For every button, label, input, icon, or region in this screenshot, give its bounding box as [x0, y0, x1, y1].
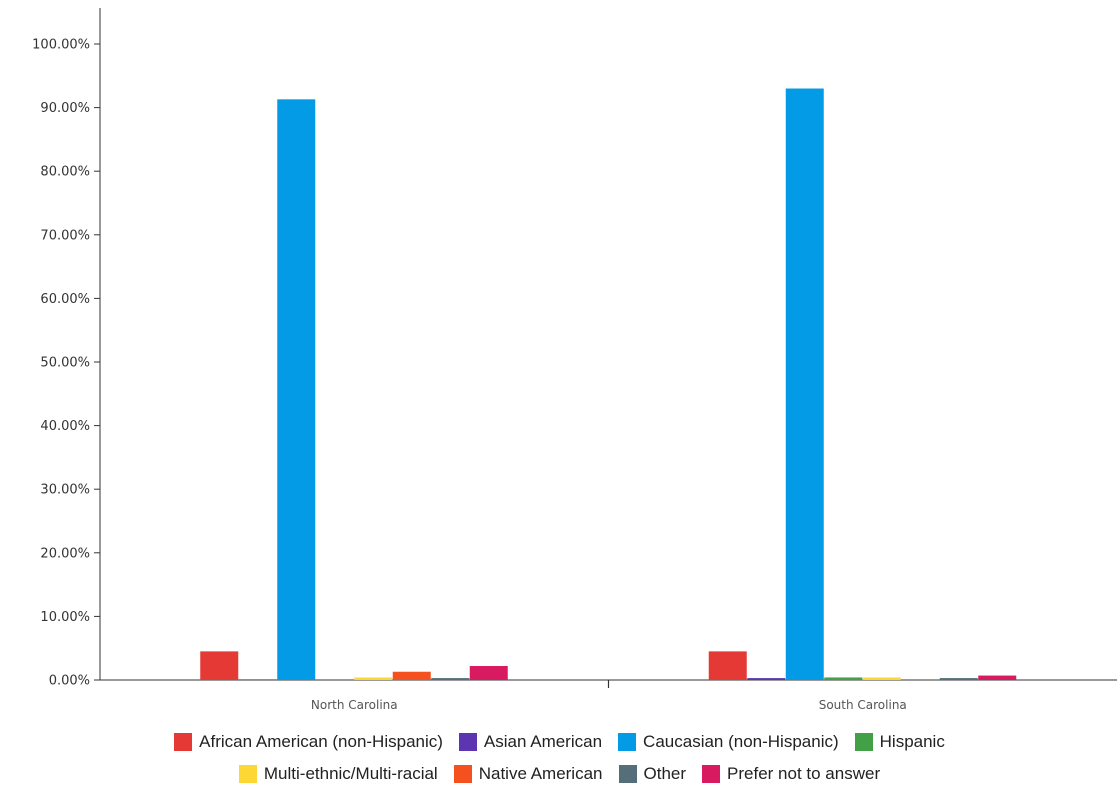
legend-item[interactable]: Multi-ethnic/Multi-racial [238, 764, 438, 784]
bar [392, 671, 431, 680]
legend-label: Asian American [483, 732, 603, 751]
legend-item[interactable]: Other [618, 764, 687, 784]
y-tick-label: 20.00% [40, 546, 90, 561]
bar [824, 677, 863, 680]
legend-swatch [618, 765, 637, 783]
legend-item[interactable]: African American (non-Hispanic) [174, 732, 443, 752]
legend-label: Prefer not to answer [727, 764, 881, 783]
legend-row: Multi-ethnic/Multi-racial Native American… [0, 758, 1119, 790]
y-tick-label: 10.00% [40, 610, 90, 625]
bar [431, 678, 470, 680]
x-tick-label: North Carolina [311, 698, 398, 712]
legend-item[interactable]: Native American [453, 764, 603, 784]
legend-label: Other [643, 764, 687, 783]
legend-swatch [453, 765, 472, 783]
y-tick-label: 60.00% [40, 292, 90, 307]
legend: African American (non-Hispanic) Asian Ame… [0, 726, 1119, 790]
y-tick-label: 0.00% [49, 674, 90, 689]
y-tick-label: 100.00% [32, 38, 90, 53]
bar [708, 651, 747, 680]
bar [469, 666, 508, 680]
bar [862, 677, 901, 680]
legend-label: Multi-ethnic/Multi-racial [263, 764, 438, 783]
bars [200, 88, 1017, 680]
bar [200, 651, 239, 680]
bar [277, 99, 316, 680]
chart-area: 0.00% 10.00% 20.00% 30.00% 40.00% 50.00% 60.00… [32, 8, 1117, 712]
legend-swatch [174, 733, 193, 751]
bar [978, 675, 1017, 680]
legend-swatch [238, 765, 257, 783]
y-tick-label: 30.00% [40, 483, 90, 498]
legend-label: Hispanic [879, 732, 945, 751]
legend-swatch [854, 733, 873, 751]
y-tick-label: 50.00% [40, 356, 90, 371]
bar [785, 88, 824, 680]
legend-label: Native American [478, 764, 603, 783]
y-axis: 0.00% 10.00% 20.00% 30.00% 40.00% 50.00% 60.00… [32, 8, 101, 689]
y-tick-label: 80.00% [40, 165, 90, 180]
legend-item[interactable]: Hispanic [854, 732, 945, 752]
bar [747, 678, 786, 680]
legend-row: African American (non-Hispanic) Asian Ame… [0, 726, 1119, 758]
x-tick-label: South Carolina [819, 698, 907, 712]
legend-item[interactable]: Asian American [458, 732, 603, 752]
y-tick-label: 70.00% [40, 228, 90, 243]
x-axis: North Carolina South Carolina [100, 679, 1117, 712]
bar [354, 677, 393, 680]
y-tick-label: 90.00% [40, 101, 90, 116]
legend-swatch [618, 733, 637, 751]
bar-chart: 0.00% 10.00% 20.00% 30.00% 40.00% 50.00% 60.00… [32, 8, 1117, 712]
bar [939, 678, 978, 680]
y-tick-label: 40.00% [40, 419, 90, 434]
legend-label: Caucasian (non-Hispanic) [643, 732, 839, 751]
legend-swatch [702, 765, 721, 783]
bar [238, 679, 277, 680]
legend-item[interactable]: Prefer not to answer [702, 764, 880, 784]
legend-label: African American (non-Hispanic) [199, 732, 443, 751]
legend-swatch [458, 733, 477, 751]
legend-item[interactable]: Caucasian (non-Hispanic) [618, 732, 839, 752]
